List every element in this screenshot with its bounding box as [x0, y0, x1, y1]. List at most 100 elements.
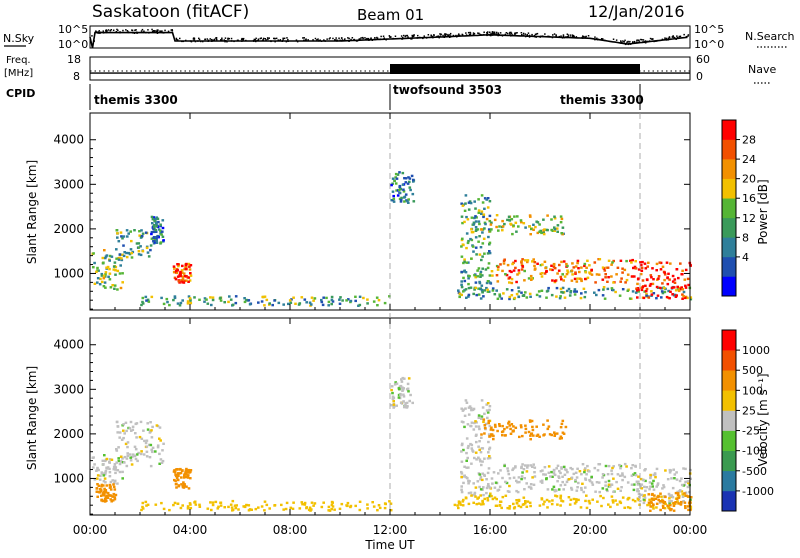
nsky-point	[626, 41, 628, 43]
heatmap-cell	[198, 298, 201, 301]
heatmap-cell	[150, 230, 154, 234]
heatmap-cell	[465, 437, 469, 440]
heatmap-cell	[630, 474, 634, 477]
heatmap-cell	[677, 496, 681, 499]
heatmap-cell	[486, 416, 489, 420]
nsky-point	[220, 39, 222, 41]
heatmap-cell	[560, 437, 563, 440]
heatmap-cell	[517, 295, 521, 298]
heatmap-cell	[122, 235, 126, 238]
heatmap-cell	[488, 219, 492, 223]
nsky-point	[563, 36, 566, 39]
heatmap-cell	[529, 274, 533, 278]
heatmap-cell	[514, 426, 518, 429]
nsky-point	[636, 41, 638, 44]
heatmap-cell	[531, 428, 535, 432]
nsky-point	[615, 39, 618, 41]
heatmap-cell	[662, 485, 666, 489]
heatmap-cell	[118, 272, 122, 275]
heatmap-cell	[400, 378, 403, 381]
heatmap-cell	[358, 500, 362, 503]
heatmap-cell	[516, 273, 519, 276]
nsky-point	[347, 37, 349, 39]
heatmap-cell	[152, 227, 155, 231]
heatmap-cell	[529, 434, 532, 437]
heatmap-cell	[395, 404, 398, 407]
heatmap-cell	[599, 494, 602, 498]
heatmap-cell	[183, 267, 187, 271]
heatmap-cell	[400, 196, 403, 200]
heatmap-cell	[555, 286, 559, 290]
heatmap-cell	[402, 393, 405, 396]
heatmap-cell	[521, 258, 524, 261]
heatmap-cell	[553, 490, 557, 493]
heatmap-cell	[629, 259, 632, 262]
nsky-point	[671, 36, 674, 38]
heatmap-cell	[487, 419, 491, 423]
heatmap-cell	[553, 473, 557, 477]
heatmap-cell	[305, 506, 308, 510]
heatmap-cell	[505, 426, 509, 429]
heatmap-cell	[180, 483, 183, 486]
heatmap-cell	[668, 500, 671, 503]
nsky-point	[491, 34, 494, 36]
nsky-point	[483, 31, 485, 33]
nsky-point	[509, 34, 512, 36]
heatmap-cell	[331, 300, 335, 303]
nsky-point	[379, 38, 381, 40]
heatmap-cell	[580, 473, 583, 476]
heatmap-cell	[524, 464, 527, 467]
heatmap-cell	[661, 282, 664, 285]
heatmap-cell	[113, 488, 117, 491]
heatmap-cell	[104, 273, 107, 276]
heatmap-cell	[130, 256, 134, 259]
heatmap-cell	[105, 494, 109, 497]
heatmap-cell	[514, 259, 517, 263]
heatmap-cell	[576, 261, 579, 265]
heatmap-cell	[563, 275, 567, 278]
heatmap-cell	[684, 467, 687, 471]
nsky-point	[495, 31, 498, 34]
heatmap-cell	[483, 474, 486, 477]
heatmap-cell	[198, 505, 202, 508]
heatmap-cell	[408, 399, 411, 403]
heatmap-cell	[560, 260, 563, 264]
heatmap-cell	[487, 235, 490, 239]
velocity-colorbar-swatch	[722, 430, 736, 451]
heatmap-cell	[555, 295, 558, 298]
heatmap-cell	[670, 477, 673, 480]
heatmap-cell	[346, 504, 349, 508]
nsky-point	[211, 40, 213, 42]
heatmap-cell	[578, 270, 581, 274]
heatmap-cell	[517, 499, 521, 503]
heatmap-cell	[472, 292, 475, 296]
nsky-point	[260, 37, 262, 39]
heatmap-cell	[539, 272, 543, 275]
heatmap-cell	[548, 500, 551, 503]
heatmap-cell	[605, 488, 609, 491]
heatmap-cell	[543, 228, 546, 231]
heatmap-cell	[159, 224, 162, 228]
nsky-point	[134, 29, 136, 31]
heatmap-cell	[651, 282, 655, 286]
heatmap-cell	[254, 507, 258, 511]
heatmap-cell	[546, 214, 549, 217]
heatmap-cell	[102, 274, 106, 277]
heatmap-cell	[663, 273, 667, 276]
nsky-point	[364, 38, 367, 41]
heatmap-cell	[542, 423, 545, 426]
nsky-point	[624, 43, 627, 46]
heatmap-cell	[630, 275, 634, 278]
nsky-point	[687, 35, 689, 37]
heatmap-cell	[313, 502, 317, 505]
heatmap-cell	[486, 206, 490, 209]
nsky-point	[353, 39, 355, 41]
heatmap-cell	[474, 220, 478, 223]
heatmap-cell	[487, 440, 490, 444]
heatmap-cell	[463, 414, 467, 417]
heatmap-cell	[472, 223, 476, 226]
heatmap-cell	[495, 214, 499, 217]
heatmap-cell	[645, 278, 649, 281]
nsky-point	[390, 36, 392, 38]
heatmap-cell	[593, 291, 596, 294]
